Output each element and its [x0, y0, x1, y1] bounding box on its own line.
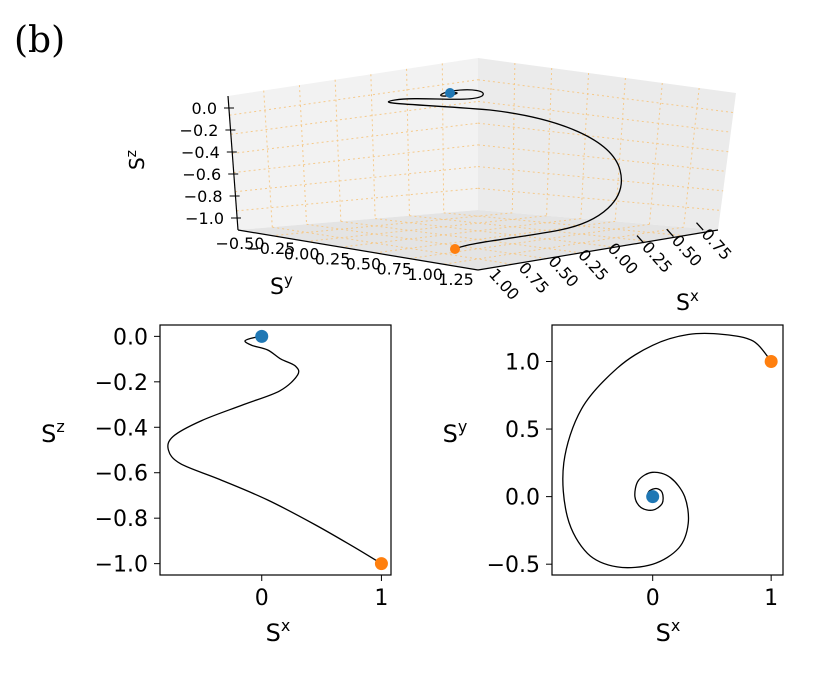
z-axis-line [227, 95, 239, 231]
z-ticks: 0.0 −0.2 −0.4 −0.6 −0.8 −1.0 [180, 99, 241, 228]
trajectory-xy [562, 332, 772, 569]
x-axis-line [477, 229, 719, 271]
y-tick-label: 1.0 [505, 350, 540, 375]
end-point-xz [374, 557, 388, 571]
y-tick-label: 0.0 [505, 486, 540, 511]
y-axis-line [237, 229, 479, 271]
start-point-3d [445, 88, 455, 98]
z-tick-label: −0.6 [182, 165, 221, 184]
y-tick-label: 0.0 [113, 325, 148, 350]
xy-xlabel: Sx [656, 616, 681, 647]
x-tick-label: 0 [255, 586, 269, 611]
y-tick-label: 0.75 [376, 260, 412, 279]
z-tick-label: −0.2 [180, 121, 219, 140]
y-tick-label: −0.8 [95, 507, 148, 532]
y-tick-label: 0.00 [284, 244, 320, 263]
x-tick-label: 1 [374, 586, 388, 611]
xz-ticks: 0 1 0.0 −0.2 −0.4 −0.6 −0.8 −1.0 [95, 325, 389, 611]
end-point-xy [764, 354, 778, 368]
xy-ticks: 0 1 1.0 0.5 0.0 −0.5 [487, 350, 779, 611]
y-tick-label: −0.25 [246, 239, 295, 258]
y-tick-label: −0.5 [487, 553, 540, 578]
y-tick-label: 1.00 [407, 265, 443, 284]
y-tick-label: −0.50 [215, 234, 264, 253]
x-axis-label: Sx [676, 287, 699, 316]
z-tick-label: 0.0 [192, 99, 217, 118]
x-tick-label: 1 [764, 586, 778, 611]
axes-frame-xz [159, 324, 392, 576]
z-tick-label: −0.4 [181, 143, 220, 162]
z-tick-label: −0.8 [184, 187, 223, 206]
chart-xz: 0 1 0.0 −0.2 −0.4 −0.6 −0.8 −1.0 Sz Sx [41, 324, 392, 647]
end-point-3d [450, 244, 460, 254]
grid-3d [229, 62, 734, 265]
x-tick-label: 0 [646, 586, 660, 611]
y-tick-label: 0.25 [315, 249, 351, 268]
y-tick-label: 0.5 [505, 418, 540, 443]
y-tick-label: −0.4 [95, 416, 148, 441]
z-axis-label: Sz [124, 150, 149, 170]
y-ticks: −0.50−0.250.000.250.500.751.001.25 [215, 234, 473, 289]
start-point-xy [646, 490, 660, 504]
start-point-xz [255, 329, 269, 343]
chart-xy: 0 1 1.0 0.5 0.0 −0.5 Sy Sx [443, 324, 784, 647]
chart-3d: 0.0−0.2−0.4−0.6−0.8−1.0 Sz −0.50−0.250.0… [124, 58, 736, 316]
z-tick-label: −1.0 [185, 209, 224, 228]
y-tick-label: −0.2 [95, 371, 148, 396]
y-tick-label: 0.50 [346, 255, 382, 274]
y-tick-label: −1.0 [95, 553, 148, 578]
pane-right [478, 58, 736, 230]
axes-frame-xy [551, 324, 784, 576]
pane-floor [238, 210, 718, 270]
panel-label: (b) [14, 20, 65, 61]
trajectory-3d [387, 89, 622, 250]
xz-ylabel: Sz [41, 417, 65, 448]
xz-xlabel: Sx [266, 616, 291, 647]
trajectory-xz [167, 335, 382, 565]
y-tick-label: −0.6 [95, 462, 148, 487]
y-tick-label: 1.25 [438, 270, 474, 289]
pane-left [228, 58, 478, 230]
y-axis-label: Sy [270, 271, 293, 300]
xy-ylabel: Sy [443, 417, 468, 448]
